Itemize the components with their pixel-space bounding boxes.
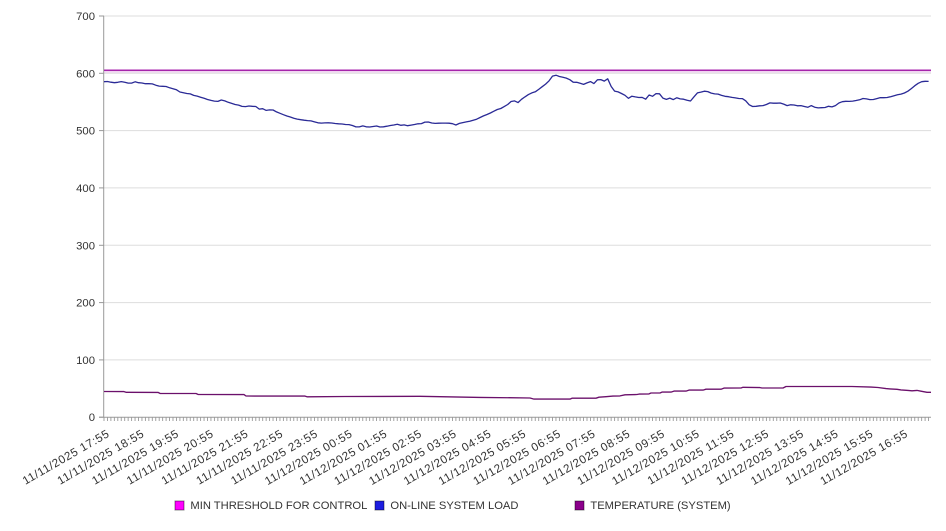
svg-text:TEMPERATURE (SYSTEM): TEMPERATURE (SYSTEM) bbox=[590, 500, 731, 512]
svg-text:400: 400 bbox=[76, 183, 95, 195]
svg-text:ON-LINE SYSTEM LOAD: ON-LINE SYSTEM LOAD bbox=[390, 500, 518, 512]
svg-text:100: 100 bbox=[76, 355, 95, 367]
svg-text:200: 200 bbox=[76, 298, 95, 310]
svg-text:MIN THRESHOLD FOR CONTROL: MIN THRESHOLD FOR CONTROL bbox=[190, 500, 367, 512]
svg-text:500: 500 bbox=[76, 126, 95, 138]
svg-text:600: 600 bbox=[76, 68, 95, 80]
svg-text:300: 300 bbox=[76, 240, 95, 252]
svg-text:0: 0 bbox=[89, 412, 95, 424]
svg-text:700: 700 bbox=[76, 11, 95, 23]
